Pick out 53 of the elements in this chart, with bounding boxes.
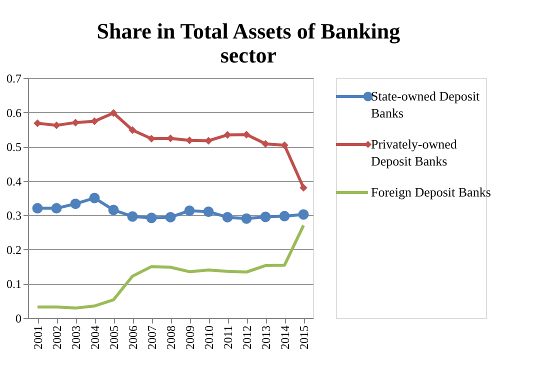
y-tick-label: 0.3 (6, 208, 22, 223)
x-tick-label: 2012 (240, 326, 254, 350)
point (108, 204, 119, 216)
point (89, 192, 100, 204)
x-tick-label: 2001 (31, 326, 45, 350)
point (262, 140, 270, 148)
x-tick-label: 2004 (88, 326, 102, 350)
point (128, 126, 136, 134)
point (203, 206, 214, 217)
chart-title: Share in Total Assets of Banking sector (96, 18, 400, 68)
point (222, 212, 233, 222)
point (279, 210, 290, 222)
point (241, 213, 252, 224)
x-tick-label: 2011 (221, 326, 235, 350)
point (72, 118, 80, 126)
point (300, 184, 308, 192)
point (110, 109, 118, 117)
y-tick-label: 0.4 (6, 174, 22, 188)
x-tick-label: 2013 (259, 326, 273, 350)
legend-label: Foreign Deposit Banks (371, 184, 491, 200)
x-tick-label: 2008 (164, 326, 178, 350)
point (52, 121, 60, 130)
x-tick-label: 2015 (297, 326, 311, 350)
y-tick-label: 0 (16, 312, 22, 326)
x-tick-label: 2010 (202, 326, 216, 350)
point (165, 212, 176, 222)
x-tick-label: 2007 (145, 326, 159, 350)
point (224, 131, 232, 139)
y-tick-label: 0.7 (6, 72, 22, 86)
x-tick-label: 2002 (50, 326, 64, 350)
point (34, 119, 42, 128)
point (242, 130, 250, 138)
point (51, 203, 62, 214)
x-tick-label: 2003 (69, 326, 83, 350)
point (127, 211, 138, 222)
line-series (36, 224, 305, 310)
x-tick-label: 2009 (183, 326, 197, 350)
point (146, 212, 157, 224)
y-tick-label: 0.1 (6, 277, 22, 292)
y-tick-label: 0.6 (6, 106, 22, 120)
x-tick-label: 2006 (126, 326, 140, 350)
legend-label: State-owned Deposit Banks (371, 88, 480, 120)
point (32, 203, 43, 214)
point (280, 141, 288, 150)
point (298, 209, 309, 220)
point (70, 198, 81, 210)
x-tick-label: 2005 (107, 326, 121, 350)
y-tick-label: 0.5 (6, 140, 22, 154)
x-tick-label: 2014 (278, 326, 292, 350)
legend-label: Privately-owned Deposit Banks (371, 136, 458, 168)
point (260, 212, 271, 222)
y-tick-label: 0.2 (6, 242, 22, 257)
point (184, 205, 195, 216)
